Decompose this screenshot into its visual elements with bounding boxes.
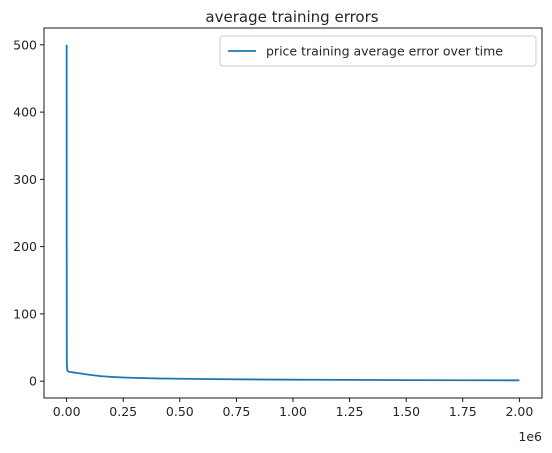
x-axis: 0.00 0.25 0.50 0.75 1.00 1.25 1.50 1.75 2.00 (53, 398, 533, 419)
chart-title: average training errors (205, 8, 378, 26)
x-tick-label: 2.00 (505, 404, 533, 419)
y-tick-label: 300 (13, 172, 37, 187)
x-axis-offset-label: 1e6 (518, 429, 542, 444)
y-tick-label: 200 (13, 239, 37, 254)
x-tick-label: 0.25 (109, 404, 137, 419)
legend: price training average error over time (219, 35, 537, 67)
x-tick-label: 1.00 (279, 404, 307, 419)
y-tick-label: 400 (13, 105, 37, 120)
x-tick-label: 0.75 (222, 404, 250, 419)
x-tick-label: 0.50 (166, 404, 194, 419)
y-tick-label: 100 (13, 306, 37, 321)
x-tick-label: 1.25 (336, 404, 364, 419)
x-tick-label: 1.75 (449, 404, 477, 419)
legend-label: price training average error over time (266, 44, 503, 59)
x-tick-label: 1.50 (392, 404, 420, 419)
y-axis: 0 100 200 300 400 500 (13, 37, 44, 389)
y-tick-label: 0 (29, 374, 37, 389)
series-line-0 (65, 44, 520, 382)
legend-box (219, 35, 537, 67)
plot-frame (43, 27, 543, 399)
y-tick-label: 500 (13, 37, 37, 52)
plot-area (43, 27, 543, 399)
x-tick-label: 0.00 (53, 404, 81, 419)
